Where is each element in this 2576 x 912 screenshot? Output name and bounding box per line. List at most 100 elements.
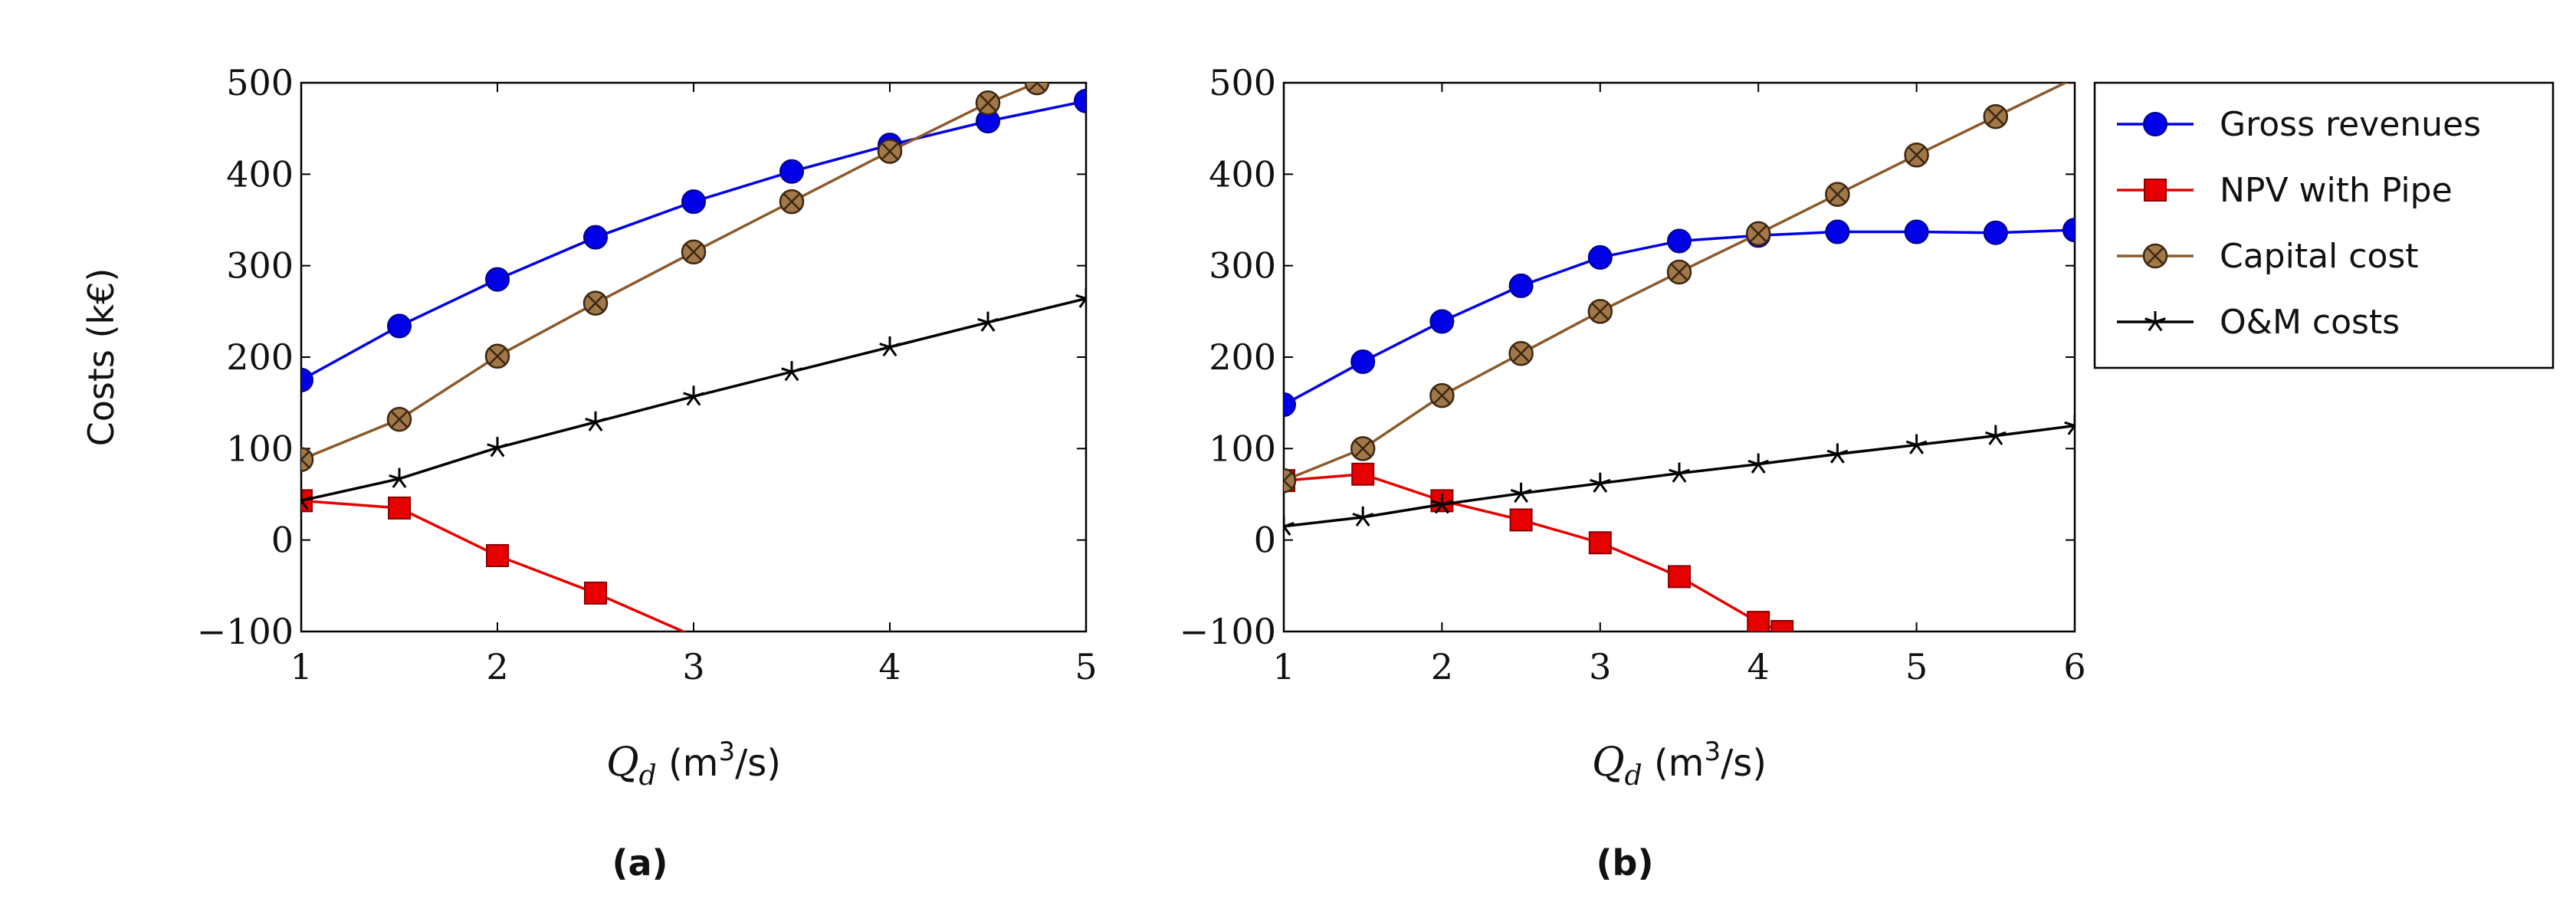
plot-a-oandm-costs-point bbox=[977, 311, 999, 332]
legend: Gross revenues NPV with Pipe Capital cost O… bbox=[2093, 81, 2555, 369]
plot-b-capital-cost-point bbox=[1745, 221, 1771, 247]
plot-b-oandm-costs-point bbox=[1431, 494, 1453, 514]
plot-a-ylabel: Costs (k€) bbox=[80, 268, 122, 447]
plot-b-oandm-costs-point bbox=[1284, 515, 1295, 536]
plot-b-xtick-label: 6 bbox=[2063, 646, 2085, 687]
plot-a-capital-cost-point bbox=[681, 239, 707, 265]
plot-b-capital-cost-point bbox=[1350, 436, 1376, 461]
plot-a-xtick-label: 2 bbox=[486, 646, 508, 687]
plot-b-oandm-costs-point bbox=[1352, 506, 1373, 527]
plot-b-ytick-label: 0 bbox=[1254, 520, 1276, 561]
plot-a-capital-cost-point bbox=[301, 447, 314, 472]
plot-b-capital-cost-point bbox=[1983, 103, 2009, 130]
plot-a-npv-with-pipe-point bbox=[388, 496, 411, 520]
plot-b-series bbox=[1284, 83, 2075, 632]
plot-b-oandm-costs-point bbox=[1826, 443, 1849, 464]
plot-b-oandm-costs-point bbox=[1985, 425, 2007, 445]
plot-a-ytick-label: 100 bbox=[226, 428, 294, 469]
plot-b-capital-cost-point bbox=[1587, 299, 1613, 324]
legend-box bbox=[2093, 81, 2555, 369]
plot-a-capital-cost-point bbox=[582, 290, 609, 316]
plot-b-npv-with-pipe-point bbox=[1668, 565, 1691, 589]
plot-a-ytick-label: 500 bbox=[226, 62, 294, 103]
plot-b-npv-with-pipe-point bbox=[1588, 531, 1612, 555]
plot-b-npv-with-pipe-point bbox=[1747, 611, 1770, 632]
plot-b-capital-cost-point bbox=[1904, 143, 1929, 168]
plot-b-ytick-label: 400 bbox=[1209, 153, 1276, 195]
plot-b-xtick-label: 1 bbox=[1272, 646, 1295, 687]
plot-a: −100 0 100 200 300 400 500 1 2 3 4 5 Qd (m3/s) Costs … bbox=[80, 62, 1098, 884]
plot-a-gross-revenues-point bbox=[779, 159, 804, 184]
plot-b-gross-revenues-point bbox=[2062, 218, 2075, 243]
plot-a-oandm-costs-point bbox=[301, 490, 312, 510]
legend-npv-with-pipe-label: NPV with Pipe bbox=[2220, 171, 2453, 210]
plot-a-capital-cost-point bbox=[386, 406, 412, 432]
plot-b-gross-revenues-point bbox=[1587, 244, 1613, 270]
plot-b-oandm-costs-point bbox=[2064, 415, 2075, 435]
plot-b-capital-cost-point bbox=[1284, 467, 1297, 494]
plot-b-gross-revenues-point bbox=[1429, 309, 1455, 334]
plot-b-gross-revenues-point bbox=[1825, 219, 1850, 244]
plot-a-frame bbox=[300, 81, 1088, 633]
plot-b-npv-with-pipe-line bbox=[1284, 472, 1783, 632]
legend-oandm-costs-marker bbox=[2144, 311, 2166, 332]
plot-a-gross-revenues-point bbox=[301, 367, 313, 392]
plot-b-ytick-label: 300 bbox=[1209, 245, 1276, 287]
plot-b-npv-with-pipe-point bbox=[1509, 508, 1533, 532]
plot-a-ytick-label: −100 bbox=[197, 611, 294, 652]
plot-a-npv-with-pipe-point bbox=[486, 543, 509, 567]
plot-b-ytick-label: −100 bbox=[1180, 611, 1276, 652]
plot-b-capital-cost-point bbox=[1825, 182, 1850, 207]
plot-b-xtick-label: 4 bbox=[1747, 646, 1770, 687]
plot-b-xtick-label: 5 bbox=[1905, 646, 1928, 687]
plot-a-gross-revenues-point bbox=[681, 189, 706, 215]
plot-a-oandm-costs-point bbox=[487, 437, 508, 458]
plot-a-ytick-label: 400 bbox=[226, 153, 294, 195]
plot-a-ytick-label: 200 bbox=[226, 336, 294, 378]
legend-oandm-costs-label: O&M costs bbox=[2220, 303, 2400, 342]
plot-a-oandm-costs-point bbox=[781, 361, 802, 382]
plot-b-gross-revenues-line bbox=[1284, 228, 2075, 406]
plot-a-capital-cost-point bbox=[1024, 83, 1050, 96]
plot-b-oandm-costs-point bbox=[1747, 453, 1769, 474]
plot-a-xtick-label: 1 bbox=[290, 646, 312, 687]
plot-a-oandm-costs-point bbox=[389, 467, 410, 488]
plot-a-oandm-costs-point bbox=[683, 385, 704, 406]
plot-a-capital-cost-point bbox=[484, 343, 510, 369]
plot-a-npv-with-pipe-line bbox=[301, 499, 687, 632]
legend-capital-cost-label: Capital cost bbox=[2220, 237, 2419, 276]
plot-b-xtick-label: 3 bbox=[1589, 646, 1611, 687]
plot-a-capital-cost-point bbox=[779, 189, 805, 215]
plot-a-gross-revenues-point bbox=[485, 267, 510, 292]
plot-b-capital-cost-point bbox=[1666, 259, 1692, 285]
plot-a-xtick-label: 5 bbox=[1075, 646, 1097, 687]
plot-a-gross-revenues-point bbox=[387, 313, 412, 339]
plot-b-gross-revenues-point bbox=[1667, 228, 1692, 254]
plot-b-capital-cost-point bbox=[1429, 382, 1455, 408]
plot-b-caption: (b) bbox=[1596, 842, 1654, 884]
plot-a-xtick-label: 4 bbox=[878, 646, 901, 687]
plot-b-gross-revenues-point bbox=[1904, 219, 1929, 244]
plot-b: −100 0 100 200 300 400 500 1 2 3 4 5 6 Qd (m3/s) (b) bbox=[1180, 62, 2086, 884]
plot-b-oandm-costs-line bbox=[1284, 424, 2075, 528]
plot-b-oandm-costs-point bbox=[1590, 472, 1611, 493]
plot-b-gross-revenues-point bbox=[1983, 220, 2008, 245]
plot-a-oandm-costs-point bbox=[1075, 287, 1086, 308]
plot-b-ytick-label: 100 bbox=[1209, 428, 1276, 469]
plot-a-ytick-label: 300 bbox=[226, 245, 294, 287]
plot-a-oandm-costs-point bbox=[879, 336, 901, 357]
plot-b-frame bbox=[1282, 81, 2076, 633]
plot-b-npv-with-pipe-point bbox=[1351, 462, 1375, 486]
legend-gross-revenues-marker bbox=[2143, 112, 2167, 136]
plot-a-caption: (a) bbox=[612, 842, 668, 884]
plot-b-oandm-costs-point bbox=[1510, 482, 1532, 504]
plot-b-gross-revenues-point bbox=[1508, 273, 1534, 298]
legend-npv-with-pipe-marker bbox=[2144, 179, 2167, 202]
plot-b-xtick-label: 2 bbox=[1431, 646, 1453, 687]
plot-a-gross-revenues-point bbox=[583, 225, 608, 250]
plot-a-xlabel: Qd (m3/s) bbox=[606, 736, 781, 792]
plot-a-xtick-label: 3 bbox=[682, 646, 704, 687]
plot-a-capital-cost-point bbox=[877, 139, 903, 164]
plot-b-xlabel: Qd (m3/s) bbox=[1592, 736, 1767, 792]
